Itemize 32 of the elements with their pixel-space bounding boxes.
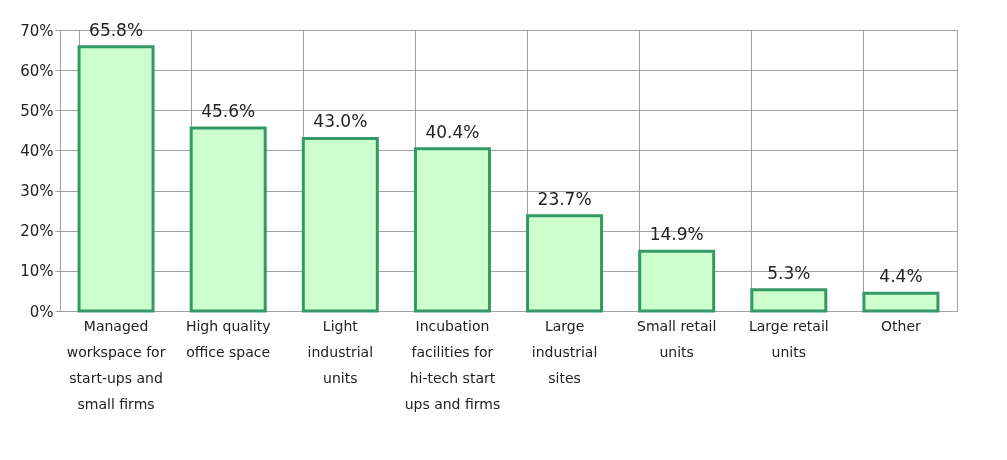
bar xyxy=(526,214,604,313)
data-label: 40.4% xyxy=(425,121,480,142)
x-tick-label: Small retail units xyxy=(637,317,717,360)
data-label: 43.0% xyxy=(313,111,368,132)
data-label: 5.3% xyxy=(767,262,811,283)
y-tick-label: 40% xyxy=(20,141,54,160)
x-tick-label: Light industrial units xyxy=(307,317,374,386)
x-tick-label: Large industrial sites xyxy=(531,317,598,386)
y-tick-label: 70% xyxy=(20,21,54,40)
y-tick-label: 10% xyxy=(20,262,54,281)
data-label: 45.6% xyxy=(201,100,256,121)
bar xyxy=(189,126,267,313)
bar xyxy=(862,291,940,313)
y-tick-label: 30% xyxy=(20,182,54,201)
bar xyxy=(638,249,716,313)
data-label: 23.7% xyxy=(537,188,592,209)
data-label: 4.4% xyxy=(879,266,923,287)
y-tick-label: 20% xyxy=(20,222,54,241)
y-tick-label: 60% xyxy=(20,61,54,80)
bar xyxy=(413,147,491,313)
x-tick-label: Incubation facilities for hi-tech start ups and firms xyxy=(404,317,501,412)
y-tick-label: 50% xyxy=(20,101,54,120)
y-tick-label: 0% xyxy=(29,302,54,321)
data-label: 65.8% xyxy=(89,19,144,40)
x-tick-label: Other xyxy=(881,317,922,334)
bar xyxy=(750,288,828,313)
x-tick-label: Managed workspace for start-ups and small firms xyxy=(66,317,166,412)
x-tick-label: High quality office space xyxy=(185,317,271,360)
bar xyxy=(77,45,155,313)
x-tick-label: Large retail units xyxy=(748,317,829,360)
bar xyxy=(301,136,379,313)
data-label: 14.9% xyxy=(649,224,704,245)
